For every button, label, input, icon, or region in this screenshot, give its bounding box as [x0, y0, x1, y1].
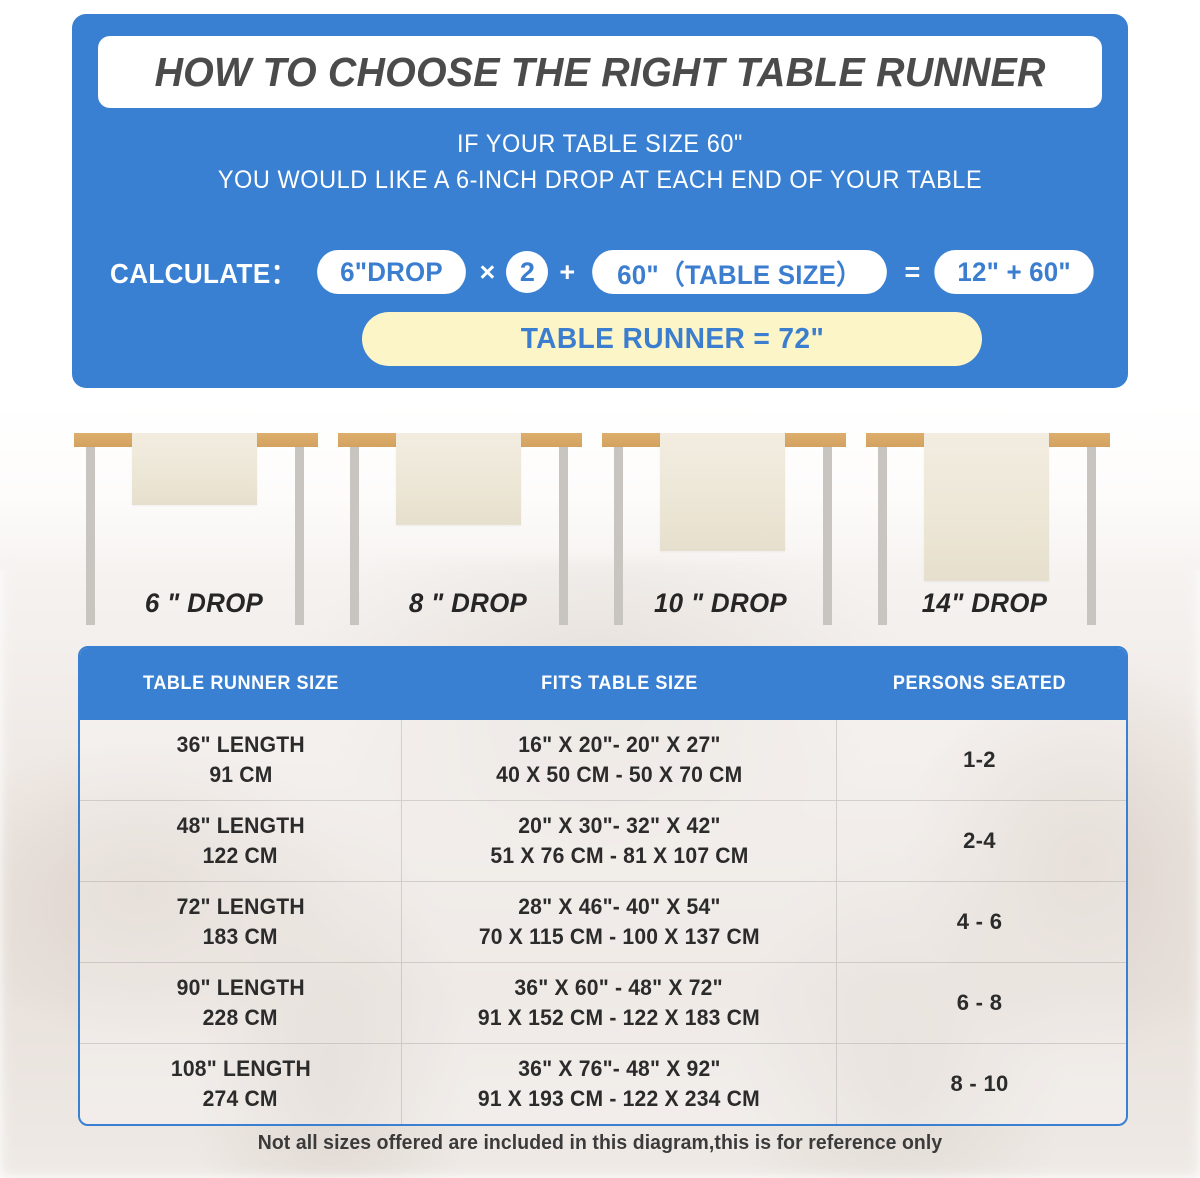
persons-seated-value: 8 - 10 [950, 1071, 1009, 1096]
table-size-term-pill: 60"（TABLE SIZE） [592, 250, 888, 294]
subtitle-line-2: YOU WOULD LIKE A 6-INCH DROP AT EACH END… [217, 166, 983, 194]
table-leg-left-icon [878, 447, 887, 625]
subtitle-line-1: IF YOUR TABLE SIZE 60" [457, 130, 743, 158]
calculation-row: CALCULATE： 6"DROP × 2 + 60"（TABLE SIZE） … [72, 246, 1128, 298]
drop-label: 8 " DROP [408, 588, 528, 618]
multiply-operator-icon: × [479, 256, 496, 287]
cell-persons-seated: 2-4 [837, 801, 1122, 881]
drop-illustration-14: 14" DROP [864, 425, 1128, 625]
cell-runner-size: 72" LENGTH 183 CM [80, 882, 402, 962]
persons-seated-value: 4 - 6 [956, 909, 1003, 934]
subtitle-block: IF YOUR TABLE SIZE 60" YOU WOULD LIKE A … [72, 126, 1128, 198]
fits-size-cm: 40 X 50 CM - 50 X 70 CM [495, 762, 743, 787]
table-row: 72" LENGTH 183 CM 28" X 46"- 40" X 54" 7… [80, 882, 1126, 963]
tabletop-right-icon [520, 433, 582, 447]
fits-size-inches: 16" X 20"- 20" X 27" [517, 732, 721, 757]
cell-fits-table-size: 20" X 30"- 32" X 42" 51 X 76 CM - 81 X 1… [402, 801, 837, 881]
table-leg-right-icon [559, 447, 568, 625]
table-row: 90" LENGTH 228 CM 36" X 60" - 48" X 72" … [80, 963, 1126, 1044]
cell-runner-size: 48" LENGTH 122 CM [80, 801, 402, 881]
drop-illustration-6: 6 " DROP [72, 425, 336, 625]
tabletop-left-icon [602, 433, 664, 447]
table-runner-icon [132, 433, 257, 505]
persons-seated-value: 6 - 8 [956, 990, 1003, 1015]
equals-operator-icon: = [904, 256, 921, 287]
title-plate: HOW TO CHOOSE THE RIGHT TABLE RUNNER [98, 36, 1102, 108]
table-leg-left-icon [350, 447, 359, 625]
result-pill: TABLE RUNNER = 72" [362, 312, 982, 366]
cell-runner-size: 90" LENGTH 228 CM [80, 963, 402, 1043]
table-runner-icon [396, 433, 521, 525]
table-leg-right-icon [295, 447, 304, 625]
tabletop-left-icon [74, 433, 136, 447]
table-runner-icon [660, 433, 785, 551]
drop-label: 10 " DROP [653, 588, 787, 618]
drop-illustration-8: 8 " DROP [336, 425, 600, 625]
cell-runner-size: 36" LENGTH 91 CM [80, 720, 402, 800]
table-leg-right-icon [1087, 447, 1096, 625]
drop-label: 6 " DROP [144, 588, 264, 618]
drop-illustration-10: 10 " DROP [600, 425, 864, 625]
fits-size-cm: 51 X 76 CM - 81 X 107 CM [489, 843, 749, 868]
table-leg-left-icon [614, 447, 623, 625]
fits-size-inches: 28" X 46"- 40" X 54" [517, 894, 721, 919]
cell-runner-size: 108" LENGTH 274 CM [80, 1044, 402, 1124]
table-header-row: TABLE RUNNER SIZE FITS TABLE SIZE PERSON… [80, 648, 1126, 720]
table-row: 36" LENGTH 91 CM 16" X 20"- 20" X 27" 40… [80, 720, 1126, 801]
runner-size-inches: 36" LENGTH [176, 732, 305, 757]
tabletop-left-icon [866, 433, 928, 447]
fits-size-cm: 91 X 193 CM - 122 X 234 CM [477, 1086, 761, 1111]
fits-size-inches: 20" X 30"- 32" X 42" [517, 813, 721, 838]
tabletop-right-icon [784, 433, 846, 447]
persons-seated-value: 1-2 [963, 747, 996, 772]
tabletop-right-icon [1048, 433, 1110, 447]
tabletop-right-icon [256, 433, 318, 447]
page-title: HOW TO CHOOSE THE RIGHT TABLE RUNNER [154, 48, 1046, 95]
result-text: TABLE RUNNER = 72" [520, 322, 824, 355]
runner-size-cm: 274 CM [202, 1086, 279, 1111]
cell-persons-seated: 1-2 [837, 720, 1122, 800]
runner-size-inches: 72" LENGTH [176, 894, 305, 919]
table-leg-right-icon [823, 447, 832, 625]
table-row: 108" LENGTH 274 CM 36" X 76"- 48" X 92" … [80, 1044, 1126, 1124]
fits-size-cm: 70 X 115 CM - 100 X 137 CM [478, 924, 760, 949]
runner-size-inches: 90" LENGTH [176, 975, 305, 1000]
runner-size-inches: 108" LENGTH [170, 1056, 311, 1081]
footnote-text: Not all sizes offered are included in th… [257, 1132, 943, 1154]
table-runner-icon [924, 433, 1049, 581]
calculate-label: CALCULATE： [109, 258, 297, 289]
runner-size-cm: 91 CM [208, 762, 273, 787]
table-header-runner-size: TABLE RUNNER SIZE [143, 673, 339, 694]
runner-size-cm: 228 CM [202, 1005, 279, 1030]
plus-operator-icon: + [559, 256, 576, 287]
cell-persons-seated: 6 - 8 [837, 963, 1122, 1043]
fits-size-inches: 36" X 76"- 48" X 92" [517, 1056, 721, 1081]
fits-size-cm: 91 X 152 CM - 122 X 183 CM [477, 1005, 761, 1030]
cell-persons-seated: 8 - 10 [837, 1044, 1122, 1124]
runner-size-cm: 122 CM [202, 843, 279, 868]
multiplier-circle: 2 [506, 251, 549, 293]
runner-size-inches: 48" LENGTH [176, 813, 305, 838]
persons-seated-value: 2-4 [963, 828, 996, 853]
cell-fits-table-size: 36" X 76"- 48" X 92" 91 X 193 CM - 122 X… [402, 1044, 837, 1124]
size-table: TABLE RUNNER SIZE FITS TABLE SIZE PERSON… [78, 646, 1128, 1126]
table-leg-left-icon [86, 447, 95, 625]
table-row: 48" LENGTH 122 CM 20" X 30"- 32" X 42" 5… [80, 801, 1126, 882]
hero-panel: HOW TO CHOOSE THE RIGHT TABLE RUNNER IF … [72, 14, 1128, 388]
drop-label: 14" DROP [921, 588, 1048, 618]
fits-size-inches: 36" X 60" - 48" X 72" [514, 975, 724, 1000]
cell-fits-table-size: 36" X 60" - 48" X 72" 91 X 152 CM - 122 … [402, 963, 837, 1043]
cell-fits-table-size: 16" X 20"- 20" X 27" 40 X 50 CM - 50 X 7… [402, 720, 837, 800]
tabletop-left-icon [338, 433, 400, 447]
cell-persons-seated: 4 - 6 [837, 882, 1122, 962]
sum-term-pill: 12" + 60" [934, 250, 1095, 294]
drop-illustrations: 6 " DROP 8 " DROP 10 " DROP 14" DROP [72, 425, 1128, 625]
drop-term-pill: 6"DROP [316, 250, 466, 294]
table-header-fits-table-size: FITS TABLE SIZE [541, 673, 698, 694]
cell-fits-table-size: 28" X 46"- 40" X 54" 70 X 115 CM - 100 X… [402, 882, 837, 962]
runner-size-cm: 183 CM [202, 924, 279, 949]
table-body: 36" LENGTH 91 CM 16" X 20"- 20" X 27" 40… [80, 720, 1126, 1124]
table-header-persons-seated: PERSONS SEATED [892, 673, 1067, 694]
